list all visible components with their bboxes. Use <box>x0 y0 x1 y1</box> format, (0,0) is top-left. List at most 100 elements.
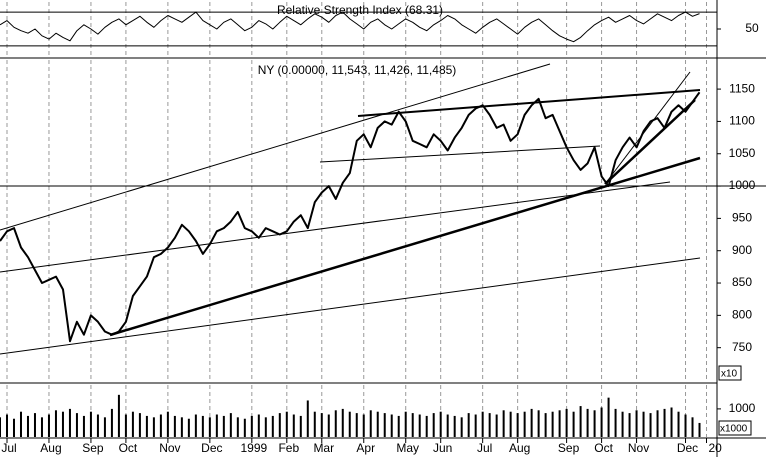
x-tick-label: Apr <box>356 441 375 455</box>
volume-bar <box>481 411 484 437</box>
volume-bar <box>551 411 554 437</box>
x-tick-label: Mar <box>313 441 334 455</box>
volume-bar <box>537 410 540 437</box>
volume-bar <box>390 414 393 437</box>
volume-bar <box>33 413 36 437</box>
volume-bar <box>271 415 274 437</box>
x-tick-label: Aug <box>509 441 530 455</box>
volume-bar <box>628 413 631 437</box>
y-tick-label: 1050 <box>729 146 756 160</box>
volume-bar <box>432 413 435 437</box>
volume-bar <box>327 414 330 437</box>
volume-bar <box>348 411 351 437</box>
volume-bar <box>593 410 596 437</box>
x-tick-label: Aug <box>40 441 61 455</box>
trendline <box>604 99 696 185</box>
volume-bar <box>523 411 526 437</box>
x-tick-label: Sep <box>558 441 580 455</box>
volume-bar <box>299 415 302 437</box>
volume-bar <box>586 408 589 437</box>
volume-bar <box>635 410 638 437</box>
volume-bar <box>236 417 239 437</box>
volume-bar <box>670 407 673 437</box>
x-tick-label: Nov <box>159 441 180 455</box>
y-tick-label: 800 <box>732 308 752 322</box>
volume-bar <box>677 411 680 437</box>
y-tick-label: 1150 <box>729 81 755 95</box>
volume-bar <box>684 414 687 437</box>
x-tick-label: 20 <box>709 441 723 455</box>
series-line <box>0 11 700 43</box>
volume-bar <box>26 415 29 437</box>
volume-bar <box>320 413 323 437</box>
volume-bar <box>516 413 519 437</box>
volume-bar <box>68 408 71 437</box>
volume-bar <box>110 408 113 437</box>
volume-bar <box>19 411 22 437</box>
volume-bar <box>474 414 477 437</box>
volume-bar <box>397 415 400 437</box>
volume-bar <box>488 413 491 437</box>
volume-bar <box>418 414 421 437</box>
y-tick-label: 900 <box>732 243 752 257</box>
volume-bar <box>145 415 148 437</box>
volume-bar <box>614 408 617 437</box>
y-tick-label: 50 <box>745 21 759 35</box>
volume-bar <box>558 410 561 437</box>
x-tick-label: Oct <box>594 441 613 455</box>
volume-bar <box>376 411 379 437</box>
volume-bar <box>215 414 218 437</box>
volume-bar <box>656 410 659 437</box>
volume-bar <box>425 415 428 437</box>
volume-bar <box>579 406 582 437</box>
volume-bar <box>698 422 701 437</box>
x-tick-label: Sep <box>82 441 104 455</box>
volume-bar <box>187 418 190 437</box>
volume-bar <box>313 411 316 437</box>
volume-bar <box>173 415 176 437</box>
volume-bar <box>229 413 232 437</box>
volume-bar <box>600 407 603 437</box>
volume-bar <box>12 418 15 437</box>
trendline <box>604 71 691 185</box>
volume-bar <box>355 413 358 437</box>
volume-bar <box>292 414 295 437</box>
volume-bar <box>75 413 78 437</box>
scale-box <box>718 365 742 381</box>
volume-bar <box>180 417 183 437</box>
volume-bar <box>642 411 645 437</box>
volume-bar <box>5 414 8 437</box>
x-tick-label: May <box>396 441 419 455</box>
volume-bar <box>607 397 610 437</box>
x-tick-label: Dec <box>201 441 222 455</box>
y-tick-label: 850 <box>732 275 752 289</box>
volume-bar <box>544 413 547 437</box>
scale-box <box>718 420 752 436</box>
volume-bar <box>82 415 85 437</box>
y-tick-label: 1000 <box>729 401 756 415</box>
scale-label: x10 <box>721 369 738 380</box>
rsi-title: Relative Strength Index (68.31) <box>277 3 443 17</box>
x-tick-label: Nov <box>628 441 649 455</box>
volume-bar <box>460 417 463 437</box>
volume-bar <box>257 414 260 437</box>
x-tick-label: Feb <box>278 441 299 455</box>
volume-bar <box>243 418 246 437</box>
trendlines <box>0 63 701 355</box>
volume-bar <box>264 417 267 437</box>
volume-bar <box>502 410 505 437</box>
volume-bar <box>138 413 141 437</box>
volume-bar <box>383 413 386 437</box>
y-tick-label: 950 <box>732 211 752 225</box>
volume-bar <box>166 411 169 437</box>
volume-bar <box>453 415 456 437</box>
volume-bar <box>103 417 106 437</box>
volume-bar <box>621 411 624 437</box>
volume-bar <box>411 413 414 437</box>
y-tick-label: 1100 <box>729 114 755 128</box>
volume-bar <box>530 408 533 437</box>
volume-bar <box>250 415 253 437</box>
volume-bar <box>201 415 204 437</box>
